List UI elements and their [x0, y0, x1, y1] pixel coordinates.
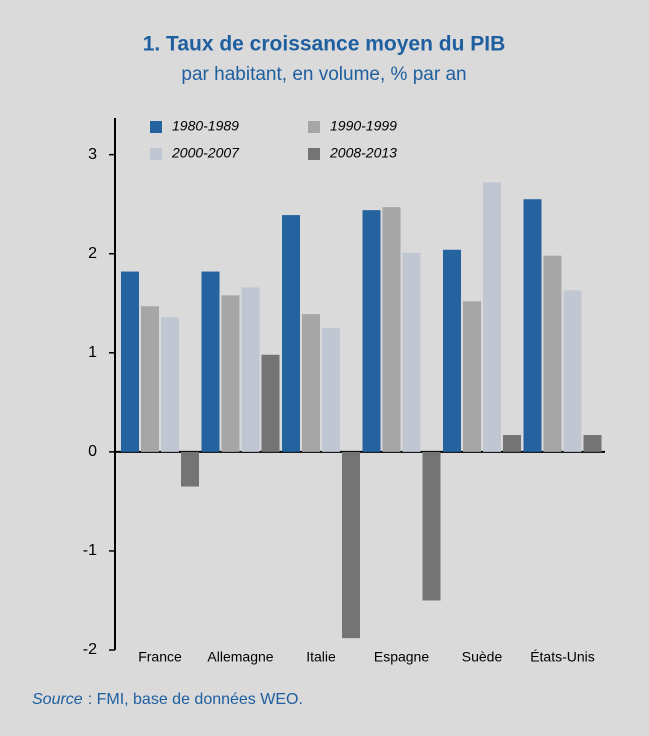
legend-swatch [150, 148, 162, 160]
bar [261, 354, 280, 452]
bar [543, 255, 562, 452]
x-tick-label: Italie [306, 649, 336, 665]
bar [503, 435, 521, 452]
bar [443, 249, 461, 452]
bar [563, 290, 582, 452]
x-tick-label: Suède [462, 649, 503, 665]
bar [382, 207, 401, 452]
bar [241, 287, 260, 452]
legend-label: 2008-2013 [329, 145, 397, 161]
bar [161, 317, 179, 452]
bar [121, 271, 139, 452]
bar [362, 210, 381, 452]
x-tick-label: Espagne [374, 649, 429, 665]
y-tick-label: 1 [88, 344, 97, 361]
bar [282, 215, 300, 452]
chart-subtitle: par habitant, en volume, % par an [181, 64, 466, 85]
bar [463, 301, 481, 452]
bar [402, 252, 421, 452]
x-tick-label: France [138, 649, 182, 665]
chart-title: 1. Taux de croissance moyen du PIB [143, 33, 506, 56]
bar [221, 295, 240, 452]
legend-label: 1980-1989 [172, 118, 239, 134]
legend-label: 2000-2007 [171, 145, 240, 161]
y-tick-label: -2 [83, 641, 97, 658]
bar [583, 435, 602, 452]
y-tick-label: 0 [88, 443, 97, 460]
source: Source : FMI, base de données WEO. [32, 691, 303, 708]
bar [523, 199, 542, 452]
bar [201, 271, 220, 452]
bar [342, 451, 360, 639]
bar [181, 451, 199, 487]
y-tick-label: 3 [88, 146, 97, 163]
bar [322, 328, 340, 452]
legend-swatch [308, 121, 320, 133]
x-tick-label: États-Unis [530, 649, 595, 665]
bar [141, 306, 159, 452]
legend-swatch [150, 121, 162, 133]
legend-label: 1990-1999 [330, 118, 397, 134]
legend-swatch [308, 148, 320, 160]
y-tick-label: 2 [88, 245, 97, 262]
bar [302, 314, 320, 452]
source-text: : FMI, base de données WEO. [88, 691, 303, 708]
source-label: Source [32, 691, 83, 708]
bar [422, 451, 441, 601]
y-tick-label: -1 [83, 542, 97, 559]
bar [483, 182, 501, 452]
x-tick-label: Allemagne [207, 649, 273, 665]
